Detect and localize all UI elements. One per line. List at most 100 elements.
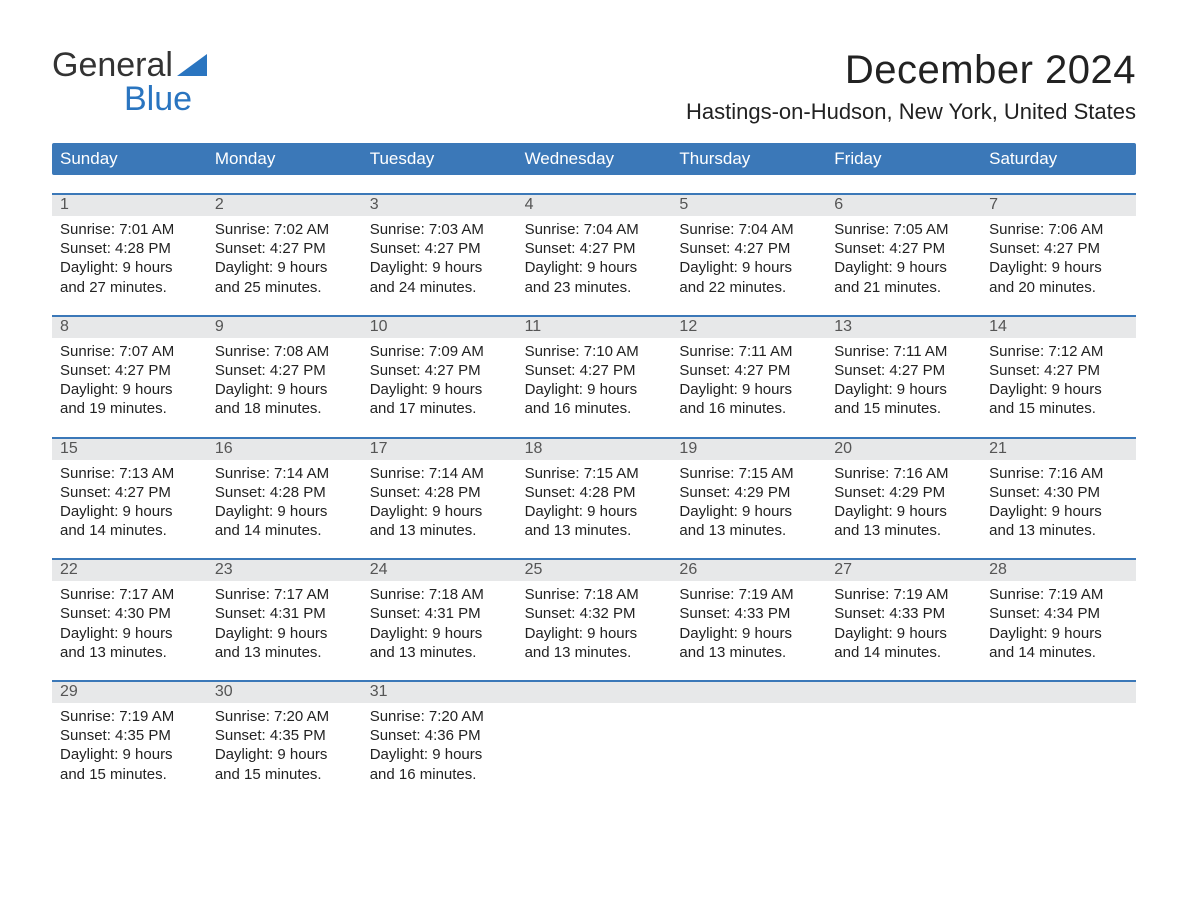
daylight-line-2: and 16 minutes. [525,399,664,418]
weekday-header-cell: Monday [207,143,362,175]
day-cell: Sunrise: 7:18 AMSunset: 4:31 PMDaylight:… [362,581,517,662]
day-number: 31 [362,682,517,703]
day-cell: Sunrise: 7:08 AMSunset: 4:27 PMDaylight:… [207,338,362,419]
page: General Blue December 2024 Hastings-on-H… [0,0,1188,918]
sunrise-line: Sunrise: 7:11 AM [679,342,818,361]
sunrise-line: Sunrise: 7:01 AM [60,220,199,239]
daylight-line-1: Daylight: 9 hours [215,380,354,399]
daylight-line-1: Daylight: 9 hours [370,745,509,764]
daylight-line-1: Daylight: 9 hours [60,502,199,521]
sunset-line: Sunset: 4:28 PM [370,483,509,502]
weekday-header-cell: Tuesday [362,143,517,175]
sunrise-line: Sunrise: 7:19 AM [989,585,1128,604]
daylight-line-2: and 20 minutes. [989,278,1128,297]
daylight-line-1: Daylight: 9 hours [370,502,509,521]
sunrise-line: Sunrise: 7:05 AM [834,220,973,239]
day-number: 26 [671,560,826,581]
month-title: December 2024 [686,48,1136,93]
day-number: 8 [52,317,207,338]
day-cell: Sunrise: 7:16 AMSunset: 4:30 PMDaylight:… [981,460,1136,541]
day-number: 10 [362,317,517,338]
daylight-line-2: and 21 minutes. [834,278,973,297]
daylight-line-2: and 13 minutes. [679,521,818,540]
sunset-line: Sunset: 4:34 PM [989,604,1128,623]
day-number [826,682,981,703]
sunset-line: Sunset: 4:30 PM [989,483,1128,502]
daylight-line-1: Daylight: 9 hours [834,502,973,521]
sunrise-line: Sunrise: 7:20 AM [215,707,354,726]
daylight-line-2: and 23 minutes. [525,278,664,297]
sunset-line: Sunset: 4:27 PM [989,361,1128,380]
sunrise-line: Sunrise: 7:19 AM [60,707,199,726]
day-content-row: Sunrise: 7:19 AMSunset: 4:35 PMDaylight:… [52,703,1136,784]
day-cell: Sunrise: 7:06 AMSunset: 4:27 PMDaylight:… [981,216,1136,297]
day-cell: Sunrise: 7:19 AMSunset: 4:33 PMDaylight:… [826,581,981,662]
daylight-line-1: Daylight: 9 hours [989,624,1128,643]
daylight-line-1: Daylight: 9 hours [525,624,664,643]
sunrise-line: Sunrise: 7:11 AM [834,342,973,361]
day-cell: Sunrise: 7:19 AMSunset: 4:33 PMDaylight:… [671,581,826,662]
sunset-line: Sunset: 4:27 PM [525,361,664,380]
daylight-line-1: Daylight: 9 hours [989,258,1128,277]
calendar: SundayMondayTuesdayWednesdayThursdayFrid… [52,143,1136,784]
day-cell: Sunrise: 7:03 AMSunset: 4:27 PMDaylight:… [362,216,517,297]
day-number: 4 [517,195,672,216]
brand-logo: General Blue [52,48,207,116]
sunrise-line: Sunrise: 7:02 AM [215,220,354,239]
daylight-line-2: and 17 minutes. [370,399,509,418]
daylight-line-2: and 15 minutes. [60,765,199,784]
daylight-line-1: Daylight: 9 hours [60,624,199,643]
daylight-line-1: Daylight: 9 hours [215,624,354,643]
day-cell: Sunrise: 7:01 AMSunset: 4:28 PMDaylight:… [52,216,207,297]
sunrise-line: Sunrise: 7:14 AM [215,464,354,483]
daylight-line-2: and 13 minutes. [370,521,509,540]
daylight-line-1: Daylight: 9 hours [60,745,199,764]
day-number: 7 [981,195,1136,216]
day-cell: Sunrise: 7:14 AMSunset: 4:28 PMDaylight:… [362,460,517,541]
brand-line1-row: General [52,48,207,82]
daylight-line-2: and 13 minutes. [525,643,664,662]
sunrise-line: Sunrise: 7:20 AM [370,707,509,726]
daylight-line-2: and 22 minutes. [679,278,818,297]
week-row: 22232425262728Sunrise: 7:17 AMSunset: 4:… [52,558,1136,662]
daylight-line-2: and 13 minutes. [834,521,973,540]
day-cell: Sunrise: 7:02 AMSunset: 4:27 PMDaylight:… [207,216,362,297]
sunset-line: Sunset: 4:36 PM [370,726,509,745]
day-number: 11 [517,317,672,338]
day-number: 16 [207,439,362,460]
sunrise-line: Sunrise: 7:17 AM [215,585,354,604]
day-cell: Sunrise: 7:11 AMSunset: 4:27 PMDaylight:… [826,338,981,419]
daylight-line-1: Daylight: 9 hours [679,624,818,643]
sunset-line: Sunset: 4:27 PM [834,239,973,258]
sunrise-line: Sunrise: 7:18 AM [525,585,664,604]
day-cell: Sunrise: 7:15 AMSunset: 4:28 PMDaylight:… [517,460,672,541]
day-number: 1 [52,195,207,216]
brand-line2: Blue [52,82,207,116]
daylight-line-2: and 13 minutes. [370,643,509,662]
day-cell: Sunrise: 7:11 AMSunset: 4:27 PMDaylight:… [671,338,826,419]
brand-line1: General [52,48,173,82]
daylight-line-1: Daylight: 9 hours [834,258,973,277]
day-number: 20 [826,439,981,460]
day-number: 13 [826,317,981,338]
daylight-line-2: and 19 minutes. [60,399,199,418]
weekday-header-cell: Wednesday [517,143,672,175]
week-row: 293031 Sunrise: 7:19 AMSunset: 4:35 PMDa… [52,680,1136,784]
daylight-line-1: Daylight: 9 hours [834,624,973,643]
sunrise-line: Sunrise: 7:16 AM [989,464,1128,483]
day-number: 14 [981,317,1136,338]
day-content-row: Sunrise: 7:13 AMSunset: 4:27 PMDaylight:… [52,460,1136,541]
daylight-line-1: Daylight: 9 hours [215,502,354,521]
sunset-line: Sunset: 4:27 PM [215,361,354,380]
day-cell: Sunrise: 7:19 AMSunset: 4:34 PMDaylight:… [981,581,1136,662]
sunset-line: Sunset: 4:29 PM [679,483,818,502]
week-row: 15161718192021Sunrise: 7:13 AMSunset: 4:… [52,437,1136,541]
daylight-line-2: and 13 minutes. [60,643,199,662]
day-cell: Sunrise: 7:16 AMSunset: 4:29 PMDaylight:… [826,460,981,541]
day-number-row: 891011121314 [52,317,1136,338]
day-number [517,682,672,703]
daylight-line-1: Daylight: 9 hours [834,380,973,399]
day-number: 22 [52,560,207,581]
daylight-line-1: Daylight: 9 hours [989,380,1128,399]
day-content-row: Sunrise: 7:17 AMSunset: 4:30 PMDaylight:… [52,581,1136,662]
